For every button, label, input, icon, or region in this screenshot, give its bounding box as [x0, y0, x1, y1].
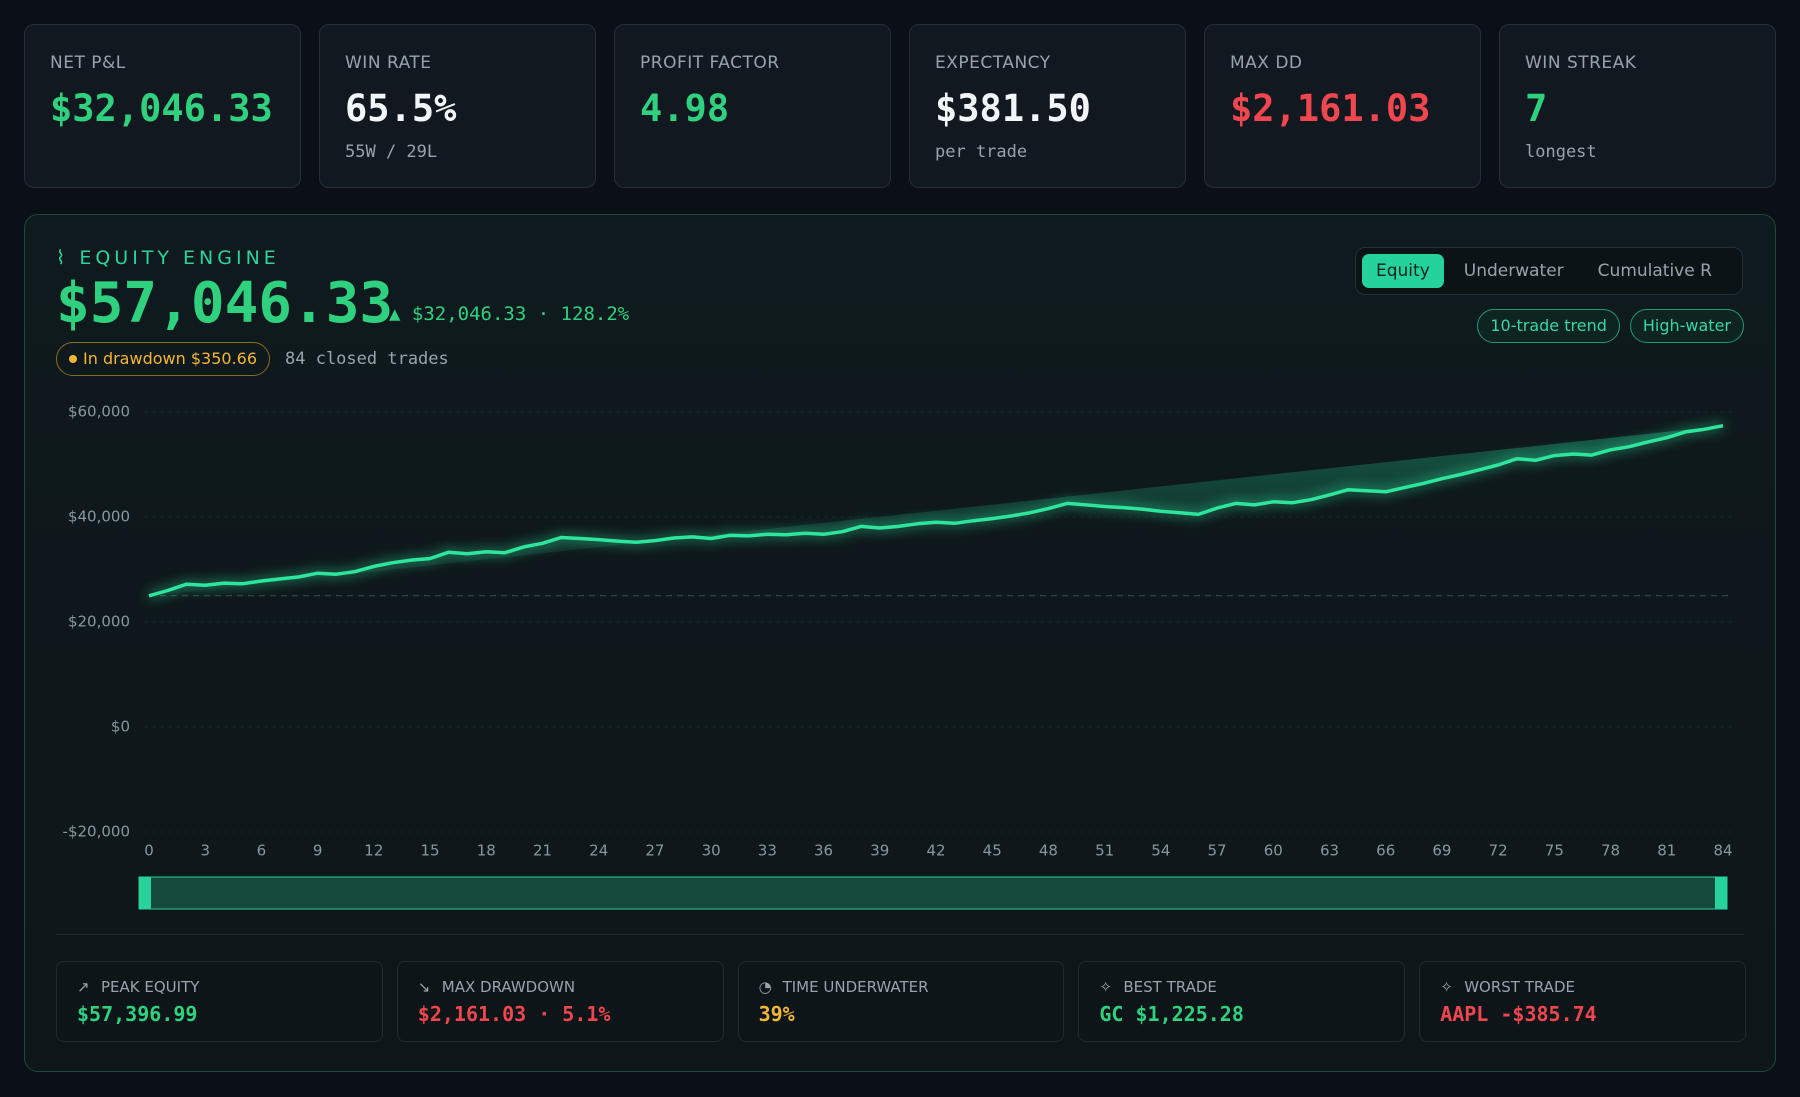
stat-cards: NET P&L $32,046.33 WIN RATE 65.5% 55W / 29L P… — [24, 24, 1776, 188]
range-slider[interactable] — [138, 876, 1728, 910]
x-tick-label: 3 — [200, 842, 210, 860]
summary-value: $57,396.99 — [77, 1002, 198, 1026]
summary-value: AAPL -$385.74 — [1440, 1002, 1597, 1026]
stat-card: WIN STREAK 7 longest — [1499, 24, 1776, 188]
x-tick-label: 75 — [1545, 842, 1564, 860]
icon: ◔ — [758, 978, 772, 996]
summary-value: 39% — [758, 1002, 795, 1026]
summary-card: ◔ TIME UNDERWATER 39% — [737, 961, 1065, 1042]
stat-value: 4.98 — [640, 87, 730, 130]
stat-label: PROFIT FACTOR — [640, 53, 780, 73]
stat-value: $2,161.03 — [1230, 87, 1431, 130]
x-tick-label: 60 — [1264, 842, 1283, 860]
x-tick-label: 54 — [1151, 842, 1170, 860]
stat-card: WIN RATE 65.5% 55W / 29L — [319, 24, 596, 188]
stat-label: EXPECTANCY — [935, 53, 1051, 73]
x-tick-label: 66 — [1376, 842, 1395, 860]
summary-card: ✧ BEST TRADE GC $1,225.28 — [1078, 961, 1406, 1042]
y-tick-label: $0 — [111, 718, 130, 736]
x-tick-label: 42 — [926, 842, 945, 860]
y-tick-label: -$20,000 — [63, 823, 130, 841]
x-tick-label: 48 — [1039, 842, 1058, 860]
stat-value: $381.50 — [935, 87, 1091, 130]
equity-panel: -$20,000 $0 $20,000 $40,000 $60,000 0 3 6 9 12 15 1… — [24, 214, 1776, 1072]
x-tick-label: 57 — [1208, 842, 1227, 860]
toggle[interactable]: 10-trade trend — [1477, 309, 1620, 343]
range-handle[interactable] — [1715, 877, 1727, 909]
icon: ↗ — [77, 978, 90, 996]
drawdown-badge: In drawdown $350.66 — [56, 342, 270, 376]
summary-label: PEAK EQUITY — [101, 978, 200, 996]
x-tick-label: 33 — [758, 842, 777, 860]
stat-label: MAX DD — [1230, 53, 1303, 73]
y-tick-label: $20,000 — [68, 613, 130, 631]
tab[interactable]: Cumulative R — [1597, 261, 1712, 281]
x-tick-label: 69 — [1432, 842, 1451, 860]
stat-label: NET P&L — [50, 53, 126, 73]
summary-card: ↗ PEAK EQUITY $57,396.99 — [56, 961, 383, 1042]
stat-card: MAX DD $2,161.03 — [1204, 24, 1481, 188]
summary-value: GC $1,225.28 — [1099, 1002, 1244, 1026]
stat-label: WIN STREAK — [1525, 53, 1637, 73]
panel-title: ⌇ EQUITY ENGINE — [56, 247, 280, 269]
range-handle[interactable] — [139, 877, 151, 909]
stat-value: 65.5% — [345, 87, 457, 130]
icon: ✧ — [1440, 978, 1453, 996]
x-tick-label: 63 — [1320, 842, 1339, 860]
x-tick-label: 12 — [364, 842, 383, 860]
toggle[interactable]: High-water — [1629, 309, 1744, 343]
icon: ✧ — [1099, 978, 1112, 996]
x-tick-label: 15 — [421, 842, 440, 860]
summary-label: BEST TRADE — [1123, 978, 1217, 996]
trade-count: 84 closed trades — [285, 349, 449, 369]
stat-card: NET P&L $32,046.33 — [24, 24, 301, 188]
stat-sub: 55W / 29L — [345, 142, 438, 162]
x-tick-label: 18 — [477, 842, 496, 860]
x-tick-label: 72 — [1489, 842, 1508, 860]
summary-label: TIME UNDERWATER — [782, 978, 929, 996]
x-tick-label: 45 — [983, 842, 1002, 860]
stat-card: PROFIT FACTOR 4.98 — [614, 24, 891, 188]
view-tabs: Equity Underwater Cumulative R — [1355, 247, 1743, 295]
y-tick-label: $60,000 — [68, 403, 130, 421]
separator — [56, 934, 1744, 935]
stat-sub: longest — [1525, 142, 1597, 162]
tab[interactable]: Equity — [1362, 254, 1444, 288]
stat-card: EXPECTANCY $381.50 per trade — [909, 24, 1186, 188]
x-tick-label: 0 — [144, 842, 154, 860]
summary-card: ↘ MAX DRAWDOWN $2,161.03 · 5.1% — [396, 961, 724, 1042]
overlay-toggles: 10-trade trend High-water — [1477, 309, 1744, 343]
stat-value: $32,046.33 — [50, 87, 273, 130]
x-tick-label: 78 — [1601, 842, 1620, 860]
x-tick-label: 27 — [645, 842, 664, 860]
tab[interactable]: Underwater — [1463, 261, 1564, 281]
summary-card: ✧ WORST TRADE AAPL -$385.74 — [1419, 961, 1746, 1042]
x-tick-label: 30 — [702, 842, 721, 860]
stat-sub: per trade — [935, 142, 1028, 162]
summary-value: $2,161.03 · 5.1% — [417, 1002, 611, 1026]
equity-value: $57,046.33 — [56, 271, 394, 336]
y-tick-label: $40,000 — [68, 508, 130, 526]
summary-label: MAX DRAWDOWN — [441, 978, 576, 996]
title-text: EQUITY ENGINE — [79, 247, 280, 269]
summary-label: WORST TRADE — [1464, 978, 1575, 996]
equity-change: ▲ $32,046.33 · 128.2% — [389, 303, 630, 325]
x-tick-label: 21 — [533, 842, 552, 860]
stat-label: WIN RATE — [345, 53, 432, 73]
icon: ↘ — [417, 978, 431, 996]
x-tick-label: 81 — [1657, 842, 1676, 860]
equity-area — [149, 425, 1723, 596]
equity-line — [148, 423, 1724, 598]
x-tick-label: 51 — [1095, 842, 1114, 860]
stat-value: 7 — [1525, 87, 1548, 130]
summary-row: ↗ PEAK EQUITY $57,396.99 ↘ MAX DRAWDOWN $2,16… — [56, 961, 1746, 1042]
x-tick-label: 9 — [313, 842, 323, 860]
x-tick-label: 39 — [870, 842, 889, 860]
x-tick-label: 84 — [1713, 842, 1732, 860]
x-tick-label: 24 — [589, 842, 608, 860]
x-tick-label: 6 — [257, 842, 267, 860]
x-tick-label: 36 — [814, 842, 833, 860]
